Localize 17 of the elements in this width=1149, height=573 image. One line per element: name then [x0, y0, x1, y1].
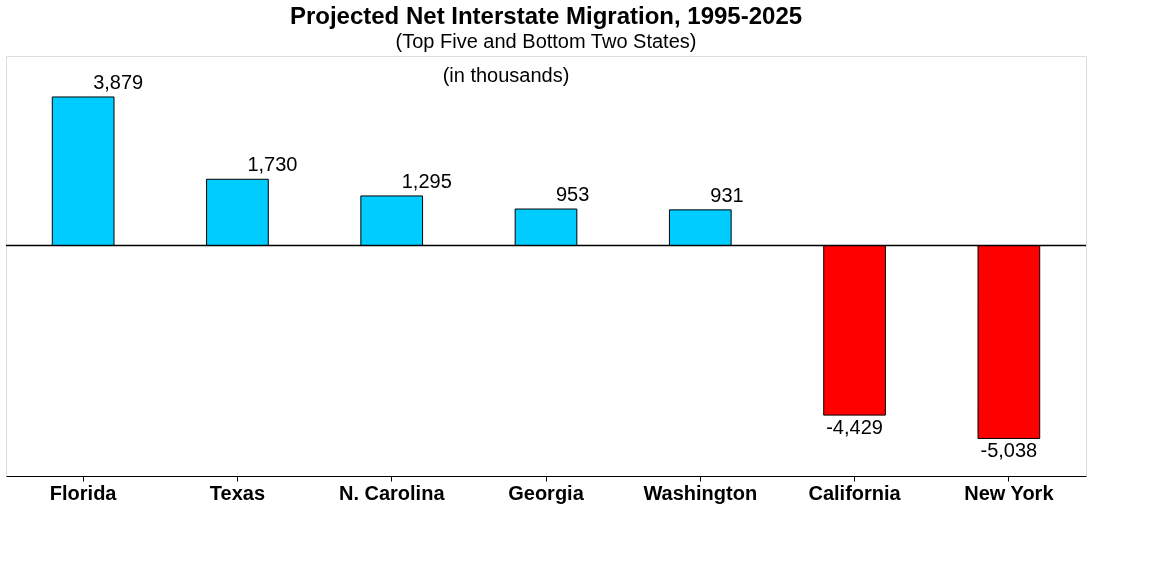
data-label: -4,429 [826, 416, 883, 439]
data-label: 1,295 [401, 169, 452, 192]
x-tick-label: Washington [643, 481, 758, 504]
data-label: 3,879 [93, 70, 144, 93]
data-label: 953 [556, 183, 590, 206]
data-label: 931 [710, 183, 744, 206]
chart-subtitle: (Top Five and Bottom Two States) [395, 30, 697, 52]
x-tick-label: Florida [49, 481, 118, 504]
x-tick-label: Georgia [508, 481, 585, 504]
x-tick-label: Texas [209, 481, 266, 504]
x-tick-label: N. Carolina [338, 481, 446, 504]
data-label: 1,730 [247, 153, 298, 176]
data-label: -5,038 [980, 439, 1038, 462]
chart-title: Projected Net Interstate Migration, 1995-2025 [289, 2, 803, 29]
x-tick-label: New York [964, 481, 1055, 504]
text: (in thousands) [442, 64, 570, 86]
x-tick-label: California [808, 481, 902, 504]
